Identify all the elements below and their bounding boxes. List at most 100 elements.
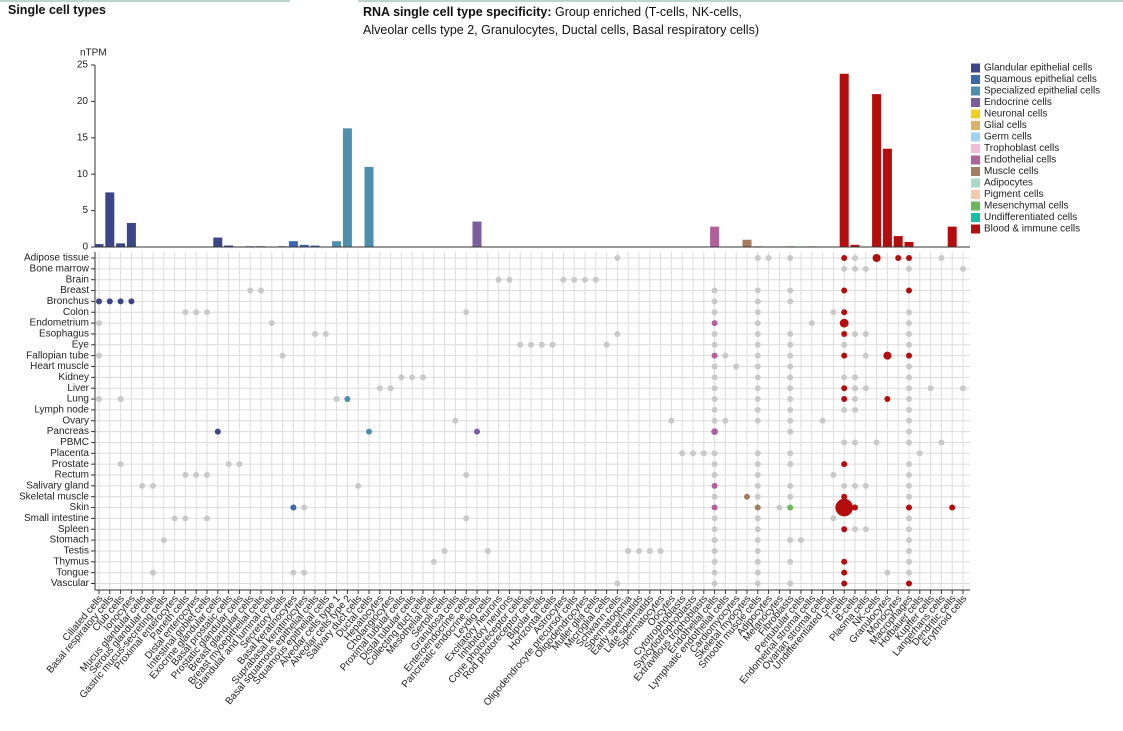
legend-swatch: [971, 190, 980, 199]
dot: [711, 363, 718, 370]
dot: [290, 504, 297, 511]
dot: [290, 569, 297, 576]
legend-label: Endocrine cells: [984, 97, 1052, 108]
dot: [560, 276, 567, 283]
dot: [906, 526, 912, 533]
dot: [722, 352, 729, 359]
dot: [636, 547, 642, 554]
dot: [852, 396, 858, 403]
dot: [711, 504, 718, 511]
dot: [754, 298, 761, 305]
dot: [787, 255, 794, 261]
dot: [711, 482, 718, 489]
row-label: Pancreas: [47, 426, 89, 437]
dot: [906, 396, 912, 403]
dot: [495, 276, 502, 283]
dot: [355, 482, 362, 489]
bar: [126, 222, 136, 247]
dot: [614, 580, 621, 587]
dot: [787, 428, 794, 435]
legend-label: Glandular epithelial cells: [984, 63, 1092, 74]
dot: [852, 255, 858, 261]
row-label: Thymus: [53, 556, 89, 567]
dot: [711, 287, 718, 294]
dot: [722, 417, 729, 424]
dot: [841, 526, 848, 533]
dot: [787, 341, 794, 348]
dot: [754, 341, 761, 348]
dot: [841, 493, 848, 500]
y-axis-label: nTPM: [80, 48, 107, 59]
bar: [224, 245, 234, 247]
dot: [754, 374, 761, 381]
dot: [906, 330, 912, 337]
dot: [549, 341, 556, 348]
dot: [787, 406, 794, 413]
dot: [754, 352, 761, 359]
dot: [906, 482, 912, 489]
bar: [904, 241, 914, 247]
dot: [884, 569, 891, 576]
bar: [882, 148, 892, 247]
dot: [830, 515, 837, 522]
row-label: Small intestine: [24, 513, 89, 524]
dot: [711, 450, 718, 457]
dot: [754, 504, 761, 511]
row-label: Ovary: [62, 415, 89, 426]
legend-swatch: [971, 109, 980, 119]
row-label: Bone marrow: [30, 263, 90, 274]
dot: [711, 537, 718, 544]
dot: [754, 417, 761, 424]
dot: [787, 580, 794, 587]
row-label: Skin: [70, 502, 89, 513]
dot: [754, 569, 761, 576]
legend-swatch: [971, 86, 980, 96]
legend-swatch: [971, 155, 980, 165]
dot: [193, 309, 200, 316]
bar: [839, 73, 849, 248]
y-tick-label: 0: [82, 242, 88, 253]
bar: [872, 94, 882, 248]
dot: [279, 352, 286, 359]
dot: [117, 461, 124, 468]
dot: [754, 406, 761, 413]
dot: [744, 493, 750, 500]
dot: [787, 558, 794, 565]
dot: [841, 461, 848, 468]
dot: [938, 439, 945, 446]
dot: [949, 504, 956, 511]
dot: [883, 351, 892, 360]
dot: [906, 472, 912, 478]
row-label: Adipose tissue: [24, 253, 89, 264]
dot: [754, 385, 761, 392]
legend-swatch: [971, 75, 980, 84]
dot: [808, 320, 815, 327]
y-tick-label: 5: [82, 205, 88, 216]
row-label: Spleen: [58, 524, 89, 535]
dot: [711, 493, 718, 500]
dot: [754, 320, 761, 327]
dot: [150, 482, 156, 489]
dot: [96, 298, 102, 305]
row-label: Fallopian tube: [26, 350, 89, 361]
legend-swatch: [971, 224, 980, 234]
row-label: Prostate: [52, 459, 90, 470]
bar: [116, 243, 126, 247]
dot: [614, 330, 621, 337]
dot: [830, 309, 837, 316]
dot: [474, 428, 480, 435]
row-label: Tongue: [56, 567, 89, 578]
dot: [754, 547, 761, 554]
dot: [344, 396, 351, 403]
dot: [754, 537, 761, 544]
dot: [409, 374, 416, 381]
bar: [288, 241, 298, 247]
dot: [754, 461, 761, 468]
dot: [754, 363, 761, 370]
dot: [960, 265, 966, 272]
dot: [679, 450, 686, 457]
dot: [906, 255, 912, 261]
dot: [906, 504, 912, 511]
bar: [299, 244, 309, 247]
dot: [700, 450, 707, 457]
